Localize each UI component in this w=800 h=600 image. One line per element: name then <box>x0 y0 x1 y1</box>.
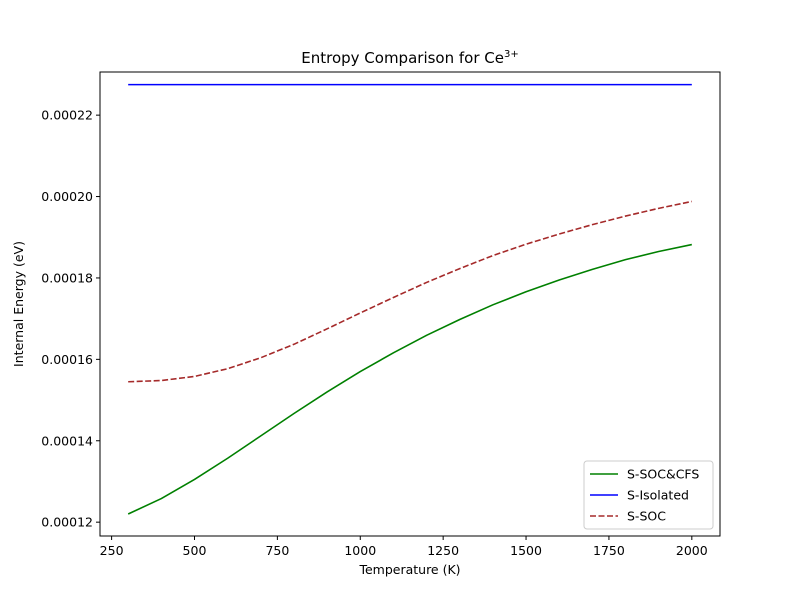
legend-label-0: S-SOC&CFS <box>627 467 699 482</box>
chart-title: Entropy Comparison for Ce3+ <box>301 49 518 67</box>
title-main: Entropy Comparison for Ce <box>301 49 504 67</box>
x-tick-label: 1000 <box>344 543 376 558</box>
axes-frame <box>99 71 721 537</box>
x-tick-label: 1500 <box>510 543 542 558</box>
y-tick-label: 0.00020 <box>41 189 93 204</box>
x-axis: 250 500 750 1000 1250 1500 1750 2000 <box>100 536 708 558</box>
legend: S-SOC&CFS S-Isolated S-SOC <box>583 460 714 530</box>
x-tick-label: 750 <box>265 543 289 558</box>
legend-box <box>583 460 714 530</box>
y-tick-label: 0.00016 <box>41 352 93 367</box>
x-axis-label: Temperature (K) <box>358 562 460 577</box>
y-tick-label: 0.00012 <box>41 515 93 530</box>
series-line-2 <box>128 200 692 383</box>
x-tick-label: 1250 <box>427 543 459 558</box>
y-tick-label: 0.00018 <box>41 270 93 285</box>
x-tick-label: 2000 <box>676 543 708 558</box>
x-tick-label: 500 <box>183 543 207 558</box>
legend-label-1: S-Isolated <box>627 488 689 503</box>
y-axis-label: Internal Energy (eV) <box>11 241 26 367</box>
x-tick-label: 250 <box>100 543 124 558</box>
plot-area <box>127 83 692 515</box>
x-tick-label: 1750 <box>593 543 625 558</box>
y-tick-label: 0.00022 <box>41 108 93 123</box>
series-line-0 <box>127 243 692 515</box>
title-superscript: 3+ <box>504 49 519 60</box>
y-tick-label: 0.00014 <box>41 433 93 448</box>
y-axis: 0.00012 0.00014 0.00016 0.00018 0.00020 0.000… <box>41 108 100 530</box>
legend-label-2: S-SOC <box>627 509 666 524</box>
